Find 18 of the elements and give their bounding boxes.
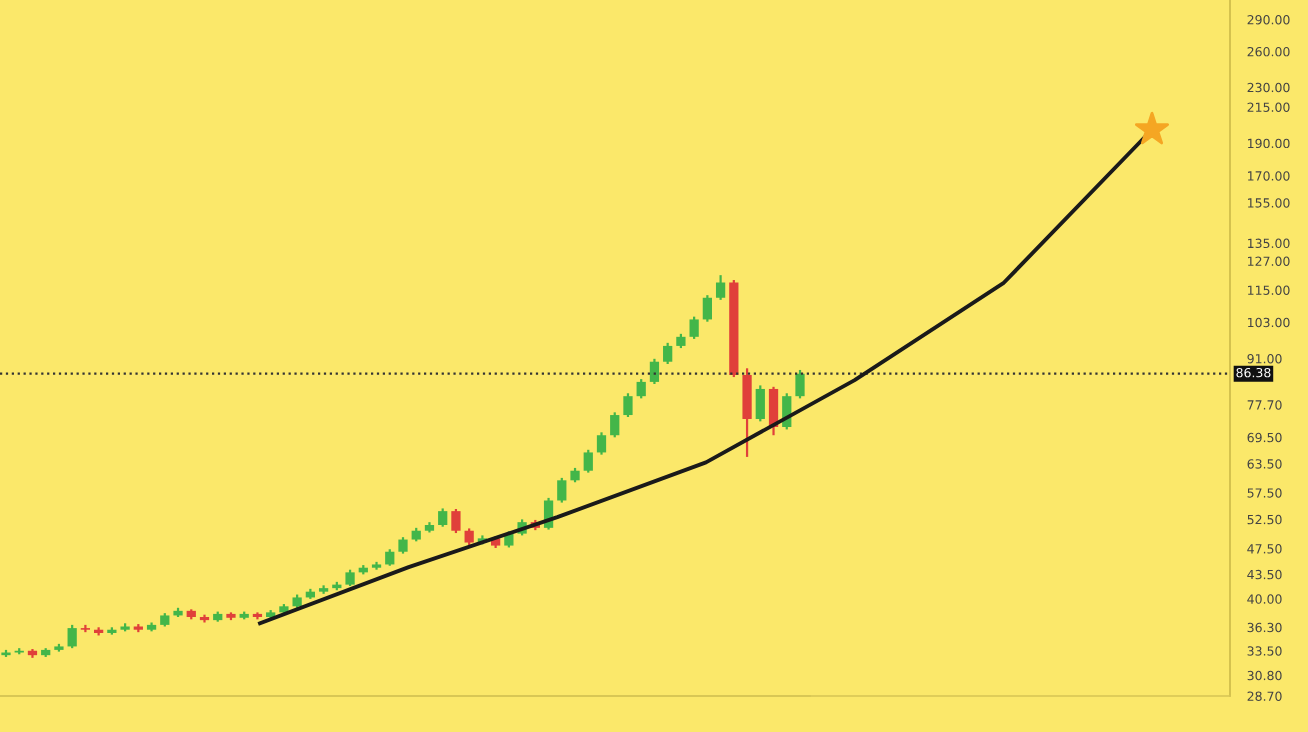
candlestick xyxy=(742,367,752,459)
candlestick xyxy=(67,623,77,650)
candlestick xyxy=(583,448,593,474)
candlestick xyxy=(689,315,699,341)
candlestick xyxy=(702,294,712,323)
candlestick xyxy=(623,392,633,419)
candlestick xyxy=(663,341,673,366)
candlestick xyxy=(80,623,91,634)
candlestick xyxy=(610,411,620,439)
candlestick xyxy=(451,507,461,535)
candlestick xyxy=(649,357,660,386)
candlestick xyxy=(557,476,567,504)
candlestick xyxy=(795,368,805,400)
candlestick xyxy=(636,378,646,400)
candlestick xyxy=(715,274,726,301)
candlestick xyxy=(438,507,448,528)
candlestick xyxy=(596,431,607,456)
candlestick xyxy=(755,384,765,423)
